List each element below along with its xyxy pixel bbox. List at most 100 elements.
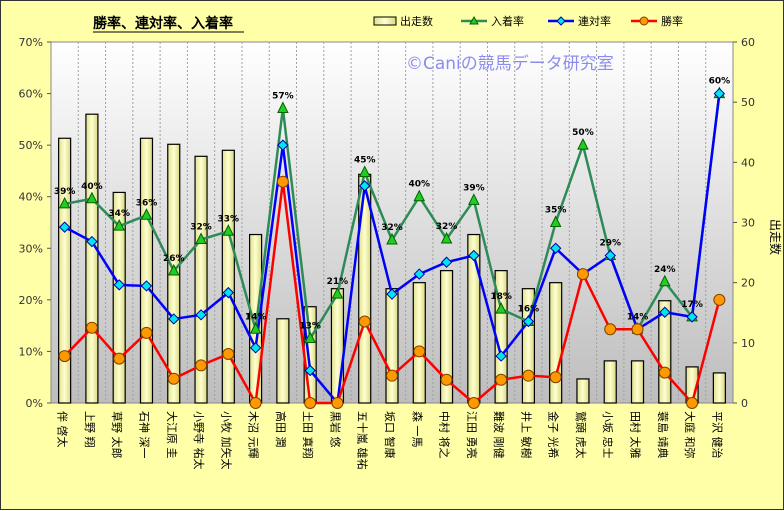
marker-連対率 xyxy=(386,288,398,300)
data-label: 24% xyxy=(654,265,676,275)
bar-出走数 xyxy=(358,173,372,404)
category-label: 平沢 健治 xyxy=(710,411,724,459)
data-label: 50% xyxy=(572,128,594,138)
marker-入着率 xyxy=(468,193,480,205)
legend-marker xyxy=(639,16,649,26)
category-label: 土田 真翔 xyxy=(301,411,315,459)
category-label: 小野寺 祐太 xyxy=(192,411,205,470)
marker-連対率 xyxy=(222,286,235,299)
data-label: 18% xyxy=(490,292,512,302)
marker-勝率 xyxy=(576,268,589,281)
left-tick-label: 0% xyxy=(26,397,43,410)
marker-入着率 xyxy=(358,165,371,177)
data-label: 32% xyxy=(381,223,403,233)
marker-入着率 xyxy=(495,302,507,314)
data-label: 40% xyxy=(409,180,431,190)
marker-勝率 xyxy=(604,323,617,336)
data-label: 32% xyxy=(190,223,212,233)
marker-連対率 xyxy=(140,280,153,292)
category-label: 上野 翔 xyxy=(83,411,97,448)
category-label: 鷲頭 虎太 xyxy=(574,411,588,459)
marker-入着率 xyxy=(304,331,316,344)
left-tick-label: 60% xyxy=(19,88,43,101)
data-label: 35% xyxy=(545,206,567,216)
bar-出走数 xyxy=(603,360,617,404)
marker-連対率 xyxy=(659,306,671,318)
marker-勝率 xyxy=(386,369,398,382)
legend-swatch-出走数 xyxy=(373,16,397,26)
marker-勝率 xyxy=(495,373,508,386)
category-label: 五十嵐 雄祐 xyxy=(356,411,370,470)
data-label: 36% xyxy=(136,198,158,208)
category-label: 草野 太郎 xyxy=(110,411,124,459)
legend-label: 出走数 xyxy=(400,14,433,28)
marker-入着率 xyxy=(658,274,671,287)
bar-出走数 xyxy=(439,270,454,404)
left-tick-label: 40% xyxy=(19,191,43,204)
marker-勝率 xyxy=(167,372,180,385)
marker-連対率 xyxy=(277,139,289,151)
category-label: 坂口 智康 xyxy=(383,411,397,459)
category-label: 江田 勇亮 xyxy=(465,411,479,459)
marker-連対率 xyxy=(495,350,507,362)
data-label: 34% xyxy=(108,209,130,219)
category-label: 小牧 加矢太 xyxy=(219,411,233,470)
category-label: 黒岩 悠 xyxy=(328,411,342,448)
data-label: 26% xyxy=(163,254,185,264)
bar-出走数 xyxy=(385,288,399,404)
right-tick-label: 50 xyxy=(741,96,755,109)
right-tick-label: 40 xyxy=(741,156,755,169)
marker-入着率 xyxy=(549,215,562,227)
category-label: 森 一馬 xyxy=(410,411,424,448)
data-label: 14% xyxy=(627,312,649,322)
bar-出走数 xyxy=(221,149,235,404)
marker-入着率 xyxy=(140,208,153,220)
marker-勝率 xyxy=(304,397,317,409)
marker-連対率 xyxy=(413,268,425,280)
marker-勝率 xyxy=(85,321,98,334)
marker-入着率 xyxy=(386,232,398,245)
marker-勝率 xyxy=(413,345,426,358)
marker-連対率 xyxy=(86,235,98,248)
marker-勝率 xyxy=(58,350,71,363)
data-label: 40% xyxy=(81,182,103,192)
legend-marker xyxy=(469,15,479,25)
marker-勝率 xyxy=(195,359,208,372)
legend-label: 勝率 xyxy=(661,14,683,28)
bar-出走数 xyxy=(276,318,290,404)
legend-marker xyxy=(556,16,566,26)
category-label: 難波 剛健 xyxy=(492,411,505,459)
data-label: 14% xyxy=(245,312,267,322)
watermark: ©Caniの競馬データ研究室 xyxy=(406,53,614,74)
marker-入着率 xyxy=(58,196,71,209)
marker-勝率 xyxy=(713,293,726,306)
bar-出走数 xyxy=(139,137,154,404)
category-label: 井上 敏樹 xyxy=(519,411,533,459)
data-label: 39% xyxy=(54,187,76,197)
right-tick-label: 30 xyxy=(741,217,755,230)
marker-連対率 xyxy=(440,256,453,268)
marker-連対率 xyxy=(168,313,180,325)
category-label: 伴 啓太 xyxy=(56,411,70,448)
marker-連対率 xyxy=(359,180,371,192)
marker-勝率 xyxy=(249,397,262,409)
legend: 出走数 入着率 連対率 勝率 xyxy=(373,14,683,28)
category-label: 蓑島 靖典 xyxy=(656,411,670,459)
category-label: 金子 光希 xyxy=(547,411,561,459)
category-label: 石神 深一 xyxy=(137,411,151,459)
left-tick-label: 70% xyxy=(19,36,43,49)
category-label: 木沼 元輝 xyxy=(247,411,261,459)
marker-入着率 xyxy=(577,138,589,150)
marker-連対率 xyxy=(249,342,262,354)
marker-入着率 xyxy=(331,287,344,299)
bar-出走数 xyxy=(549,282,563,404)
bar-出走数 xyxy=(330,288,345,404)
left-tick-label: 20% xyxy=(19,294,43,307)
marker-勝率 xyxy=(467,397,480,409)
bar-出走数 xyxy=(58,137,72,404)
marker-入着率 xyxy=(222,224,235,236)
marker-連対率 xyxy=(713,87,726,100)
bar-出走数 xyxy=(412,282,426,404)
marker-入着率 xyxy=(195,232,207,245)
